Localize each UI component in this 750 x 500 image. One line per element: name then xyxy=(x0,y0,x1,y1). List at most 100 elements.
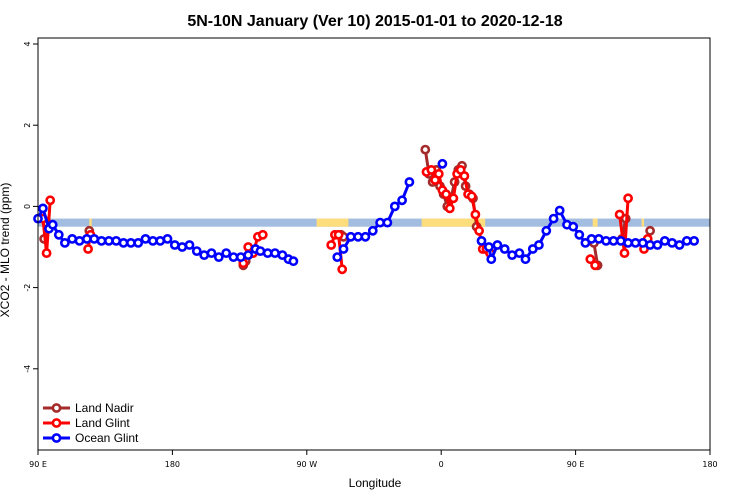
land-glint-point xyxy=(426,164,437,175)
land-glint-point xyxy=(470,209,481,220)
land-glint-point xyxy=(590,260,600,271)
ocean-glint-point xyxy=(499,244,510,254)
series-ocean-glint xyxy=(33,158,699,267)
land-nadir-point xyxy=(420,144,431,155)
land-glint-point xyxy=(45,195,56,206)
land-glint-point xyxy=(614,209,625,220)
ocean-glint-point xyxy=(554,205,565,216)
ocean-glint-point xyxy=(389,201,400,212)
land-band-3 xyxy=(421,218,486,227)
legend-item-land-glint: Land Glint xyxy=(43,416,130,430)
land-band-4 xyxy=(592,218,598,227)
legend-swatch-marker xyxy=(51,433,62,443)
x-tick-label: 180 xyxy=(165,460,180,469)
ocean-glint-point xyxy=(206,248,217,258)
y-axis: 4 2 0 -2 -4 xyxy=(23,41,38,373)
data-series xyxy=(33,144,699,275)
x-tick-label: 0 xyxy=(439,460,444,469)
legend-item-land-nadir: Land Nadir xyxy=(43,401,134,415)
land-glint-point xyxy=(444,203,455,214)
ocean-glint-point xyxy=(520,254,531,265)
ocean-glint-point xyxy=(404,177,415,187)
ocean-glint-point xyxy=(184,240,195,250)
ocean-glint-point xyxy=(338,244,349,254)
land-band-5 xyxy=(641,218,645,227)
land-glint-point xyxy=(623,193,633,204)
land-glint-point xyxy=(41,248,52,258)
land-nadir-point xyxy=(645,225,655,236)
legend-label: Ocean Glint xyxy=(75,431,139,445)
ocean-glint-point xyxy=(288,256,299,267)
legend-swatch-marker xyxy=(51,418,62,428)
ocean-glint-point xyxy=(652,240,663,250)
ocean-glint-point xyxy=(38,203,48,214)
land-ocean-band xyxy=(38,218,710,227)
plot-frame xyxy=(37,37,711,451)
ocean-glint-point xyxy=(492,240,503,250)
legend-swatch-marker xyxy=(51,403,62,413)
land-glint-point xyxy=(441,189,451,200)
ocean-glint-point xyxy=(191,246,202,256)
ocean-glint-point xyxy=(47,219,58,230)
x-tick-label: 180 xyxy=(702,460,717,469)
x-tick-label: 90 E xyxy=(567,460,585,469)
ocean-glint-point xyxy=(541,225,552,236)
ocean-glint-point xyxy=(514,248,525,258)
y-tick-label: -4 xyxy=(23,365,32,373)
x-tick-label: 90 E xyxy=(29,460,47,469)
land-glint-point xyxy=(257,229,268,240)
legend-item-ocean-glint: Ocean Glint xyxy=(43,431,139,445)
legend-label: Land Glint xyxy=(75,416,130,430)
ocean-glint-point xyxy=(162,233,173,244)
ocean-glint-point xyxy=(689,235,699,246)
land-glint-point xyxy=(448,193,459,204)
land-glint-point xyxy=(474,225,484,236)
ocean-glint-point xyxy=(382,217,393,228)
ocean-glint-point xyxy=(486,254,497,265)
ocean-glint-point xyxy=(270,248,280,258)
chart-title: 5N-10N January (Ver 10) 2015-01-01 to 20… xyxy=(187,13,562,30)
ocean-glint-point xyxy=(235,252,246,262)
land-glint-point xyxy=(83,244,93,254)
ocean-glint-point xyxy=(213,252,224,262)
land-glint-point xyxy=(333,229,344,240)
ocean-glint-point xyxy=(60,237,70,248)
land-glint-point xyxy=(459,171,470,181)
ocean-glint-point xyxy=(476,235,487,246)
ocean-glint-point xyxy=(674,240,685,250)
ocean-glint-point xyxy=(74,235,85,246)
ocean-glint-point xyxy=(360,231,371,242)
land-glint-point xyxy=(337,264,348,275)
y-tick-label: 0 xyxy=(23,204,32,209)
land-glint-point xyxy=(619,248,630,258)
ocean-glint-point xyxy=(169,240,180,250)
ocean-band xyxy=(38,218,710,227)
ocean-glint-point xyxy=(548,213,559,224)
y-tick-label: -2 xyxy=(23,284,32,292)
y-tick-label: 4 xyxy=(23,41,32,46)
y-axis-label: XCO2 - MLO trend (ppm) xyxy=(0,183,12,318)
ocean-glint-point xyxy=(221,248,232,258)
y-tick-label: 2 xyxy=(23,123,32,128)
ocean-glint-point xyxy=(534,240,544,250)
ocean-glint-point xyxy=(243,250,254,260)
land-glint-point xyxy=(433,168,444,179)
ocean-glint-point xyxy=(568,221,579,232)
ocean-glint-point xyxy=(53,229,64,240)
ocean-glint-point xyxy=(332,252,343,262)
x-tick-label: 90 W xyxy=(296,460,317,469)
land-glint-point xyxy=(326,240,337,250)
ocean-glint-point xyxy=(367,225,378,236)
x-axis-label: Longitude xyxy=(349,476,402,490)
ocean-glint-point xyxy=(140,233,151,244)
legend-label: Land Nadir xyxy=(75,401,134,415)
ocean-glint-point xyxy=(483,242,494,252)
land-band-1 xyxy=(89,218,92,227)
ocean-glint-point xyxy=(574,229,585,240)
land-glint-point xyxy=(466,191,477,202)
land-band-2 xyxy=(316,218,349,227)
x-axis: 90 E 180 90 W 0 90 E 180 xyxy=(29,450,718,469)
ocean-glint-point xyxy=(437,158,448,169)
